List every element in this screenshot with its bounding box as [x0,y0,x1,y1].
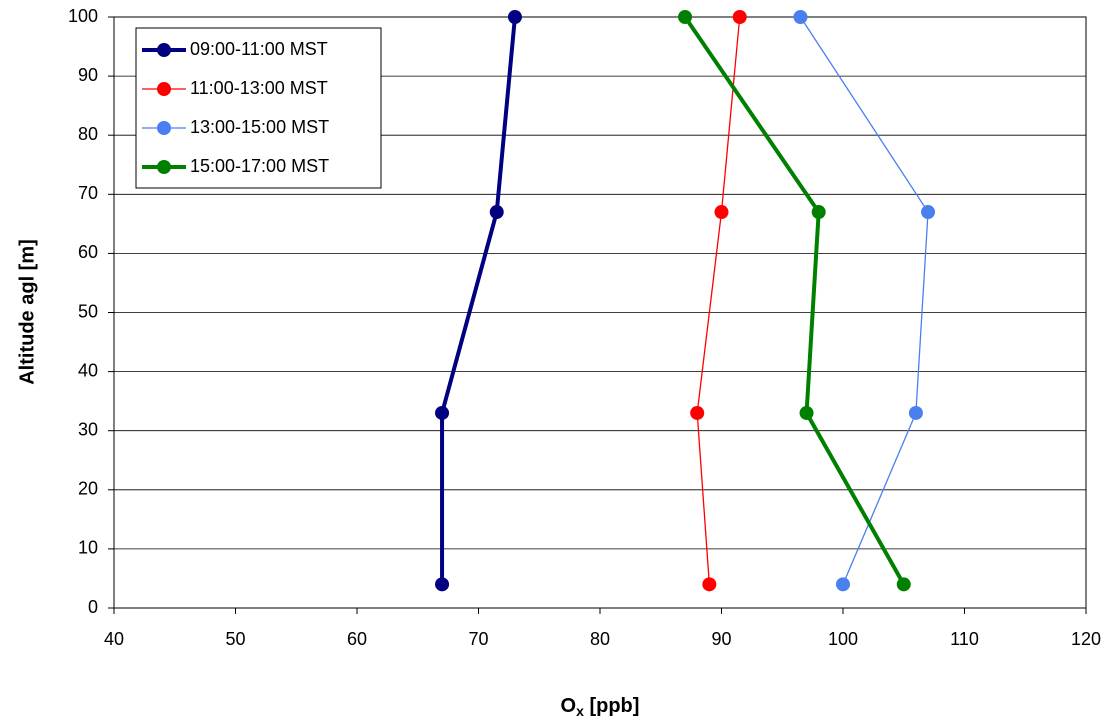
data-point [908,405,923,420]
y-axis-label: Altitude agl [m] [16,239,38,385]
y-tick-label: 0 [88,597,98,617]
legend-label: 15:00-17:00 MST [190,156,329,176]
data-point [714,205,729,220]
y-tick-label: 40 [78,360,98,380]
data-point [678,10,693,24]
data-point [793,10,808,24]
x-label-part: O [561,695,577,717]
y-tick-label: 80 [78,124,98,144]
x-tick-label: 40 [104,629,124,649]
y-tick-label: 50 [78,301,98,321]
series-line [683,15,906,586]
x-axis-label: Ox [ppb] [561,695,640,718]
legend-marker [157,43,171,57]
series-line [696,16,741,585]
x-tick-label: 50 [225,629,245,649]
y-tick-label: 60 [78,242,98,262]
x-label-part: [ppb] [584,695,640,717]
series-line [440,16,517,585]
data-point [799,405,814,420]
legend-marker [157,121,171,135]
y-tick-label: 70 [78,183,98,203]
data-point [435,577,450,592]
legend-marker [157,160,171,174]
data-point [690,405,705,420]
y-tick-label: 90 [78,65,98,85]
x-tick-label: 70 [468,629,488,649]
y-tick-label: 30 [78,419,98,439]
legend-label: 09:00-11:00 MST [190,39,328,59]
legend-box [135,27,382,189]
x-tick-label: 60 [347,629,367,649]
legend-label: 11:00-13:00 MST [190,78,328,98]
data-point [489,205,504,220]
data-point [507,10,522,24]
y-tick-label: 20 [78,479,98,499]
legend-label: 13:00-15:00 MST [190,117,329,137]
data-point [702,577,717,592]
data-point [896,577,911,592]
y-tick-label: 100 [68,6,98,26]
data-point [435,405,450,420]
legend-marker [157,82,171,96]
x-tick-label: 120 [1071,629,1101,649]
data-point [921,205,936,220]
plot-border [113,16,1087,609]
x-tick-label: 90 [711,629,731,649]
x-tick-label: 100 [828,629,858,649]
data-point [732,10,747,24]
y-tick-label: 10 [78,538,98,558]
x-tick-label: 110 [950,629,979,649]
series-line [799,16,929,585]
x-label-sub: x [576,703,584,719]
data-point [811,205,826,220]
data-point [836,577,850,592]
x-tick-label: 80 [590,629,610,649]
